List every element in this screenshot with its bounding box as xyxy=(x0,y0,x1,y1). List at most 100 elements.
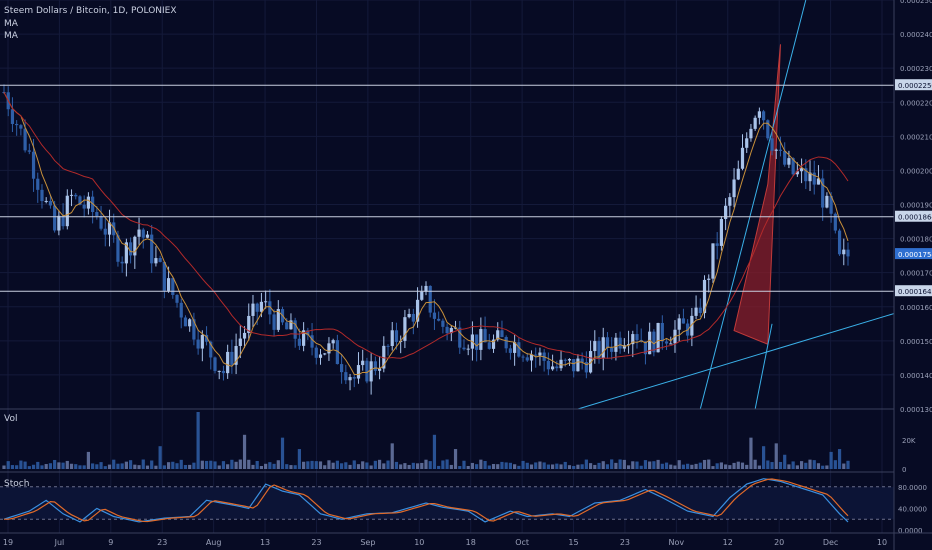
y-tick-label: 0.00020000 xyxy=(900,167,932,175)
candle-body xyxy=(352,377,356,379)
volume-bar xyxy=(133,464,137,469)
volume-bar xyxy=(213,461,217,469)
candle-body xyxy=(555,366,559,369)
stoch-label: Stoch xyxy=(4,479,29,489)
volume-bar xyxy=(428,461,432,469)
volume-bar xyxy=(15,465,19,469)
candle-body xyxy=(778,149,783,151)
volume-bar xyxy=(36,461,40,469)
candle-body xyxy=(213,357,217,371)
volume-bar xyxy=(534,462,538,469)
candle-body xyxy=(234,345,238,365)
volume-bar xyxy=(424,459,428,469)
candle-body xyxy=(745,138,749,148)
candle-body xyxy=(538,352,542,356)
candle-body xyxy=(618,337,622,349)
candle-body xyxy=(348,377,352,381)
candle-body xyxy=(770,138,774,151)
steep-trend-line-1 xyxy=(699,0,807,410)
volume-bar xyxy=(829,451,833,469)
volume-bar xyxy=(255,460,259,469)
candle-body xyxy=(78,196,82,205)
y-tick-label: 0.00015000 xyxy=(900,338,932,346)
candle-body xyxy=(403,317,407,341)
volume-bar xyxy=(529,464,534,469)
volume-bar xyxy=(846,460,850,469)
volume-bar xyxy=(289,465,293,469)
volume-bar xyxy=(715,463,719,469)
volume-bar xyxy=(386,460,390,469)
volume-bar xyxy=(251,464,255,469)
candle-body xyxy=(183,317,188,327)
candle-body xyxy=(517,342,521,357)
volume-bar xyxy=(631,461,635,469)
volume-bar xyxy=(48,463,53,469)
candle-body xyxy=(285,322,289,330)
price-label: 0.00022500 xyxy=(898,82,932,90)
volume-bar xyxy=(166,462,171,469)
volume-bar xyxy=(69,463,74,469)
volume-bar xyxy=(6,461,10,469)
volume-bar xyxy=(19,460,23,469)
candle-body xyxy=(728,197,732,206)
volume-bar xyxy=(344,462,348,469)
volume-bar xyxy=(719,462,723,469)
volume-bar xyxy=(40,465,44,469)
stoch-band xyxy=(0,486,894,520)
volume-bar xyxy=(787,464,791,469)
candle-body xyxy=(829,195,833,214)
candle-body xyxy=(171,278,175,295)
volume-bar xyxy=(242,434,247,469)
volume-bar xyxy=(411,462,415,469)
candle-body xyxy=(394,330,399,342)
volume-bar xyxy=(441,460,445,469)
candle-body xyxy=(610,347,614,352)
candle-body xyxy=(361,360,365,366)
candle-body xyxy=(513,342,517,353)
candle-body xyxy=(179,302,183,318)
volume-bar xyxy=(496,464,500,469)
volume-bar xyxy=(669,464,673,469)
volume-bar xyxy=(837,449,842,469)
volume-bar xyxy=(335,460,339,469)
x-tick-label: Aug xyxy=(206,538,222,547)
candle-body xyxy=(103,228,107,235)
candle-body xyxy=(724,205,728,219)
candle-body xyxy=(318,354,323,358)
x-tick-label: Nov xyxy=(669,538,685,547)
candle-body xyxy=(327,343,331,354)
volume-bar xyxy=(373,460,377,469)
volume-bar xyxy=(757,465,761,469)
candle-body xyxy=(382,345,386,369)
candle-body xyxy=(441,320,445,327)
candle-body xyxy=(711,243,715,279)
volume-bar xyxy=(580,464,584,469)
volume-bar xyxy=(576,464,580,469)
candle-body xyxy=(230,351,234,365)
candle-body xyxy=(521,356,525,358)
volume-bar xyxy=(356,464,361,469)
chart-title: Steem Dollars / Bitcoin, 1D, POLONIEX xyxy=(4,6,177,16)
candle-body xyxy=(635,334,639,340)
volume-bar xyxy=(593,464,597,469)
candle-body xyxy=(200,334,204,349)
candle-body xyxy=(719,218,723,246)
volume-bar xyxy=(466,465,470,469)
candle-body xyxy=(453,327,458,329)
volume-bar xyxy=(331,462,335,469)
volume-bar xyxy=(247,459,251,469)
volume-bar xyxy=(833,460,837,469)
volume-bar xyxy=(192,462,196,469)
candle-body xyxy=(846,249,850,257)
volume-bar xyxy=(660,463,664,469)
candle-body xyxy=(268,301,272,315)
volume-bar xyxy=(129,460,133,469)
price-label-box xyxy=(895,248,932,260)
y-tick-label: 0.00024000 xyxy=(900,31,932,39)
volume-bar xyxy=(432,434,437,469)
candle-body xyxy=(762,111,766,121)
y-tick-label: 0.00021000 xyxy=(900,133,932,141)
volume-bar xyxy=(150,460,154,469)
volume-bar xyxy=(711,466,715,469)
